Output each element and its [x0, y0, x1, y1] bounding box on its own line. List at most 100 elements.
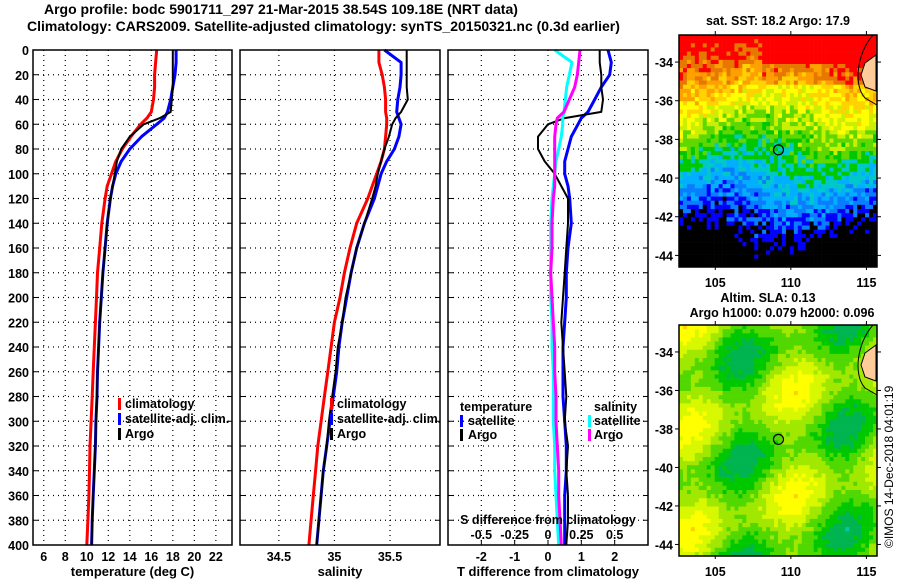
map-cell [762, 428, 767, 433]
map-cell [774, 192, 779, 197]
map-cell [793, 415, 799, 421]
map-cell [742, 254, 747, 260]
map-cell [754, 225, 759, 231]
map-cell [778, 43, 783, 48]
map-cell [781, 35, 787, 40]
map-cell [738, 329, 743, 334]
map-cell [801, 101, 807, 106]
map-cell [857, 465, 862, 470]
map-cell [686, 333, 692, 338]
map-cell [829, 349, 834, 355]
map-cell [679, 97, 684, 102]
map-cell [766, 358, 771, 363]
map-cell [710, 180, 715, 185]
map-cell [762, 250, 767, 255]
map-cell [742, 382, 747, 388]
map-cell [682, 262, 688, 268]
map-cell [821, 349, 826, 355]
map-cell [726, 419, 731, 425]
map-cell [789, 374, 795, 379]
map-cell [873, 411, 878, 417]
legend-swatch [330, 398, 333, 410]
map-cell [778, 440, 783, 445]
map-cell [734, 419, 739, 425]
map-cell [849, 155, 854, 160]
map-cell [853, 366, 858, 371]
map-cell [813, 204, 818, 210]
map-cell [805, 84, 810, 90]
map-cell [829, 88, 834, 94]
map-cell [781, 419, 787, 425]
map-cell [679, 374, 684, 379]
map-cell [710, 146, 715, 152]
map-cell [825, 113, 830, 119]
map-cell [730, 395, 735, 400]
map-cell [829, 233, 834, 239]
map-cell [726, 209, 731, 214]
map-cell [861, 457, 866, 462]
map-cell [762, 221, 767, 226]
map-cell [714, 337, 719, 342]
map-cell [750, 250, 755, 255]
map-cell [694, 370, 700, 375]
map-cell [734, 225, 739, 231]
map-cell [821, 72, 826, 77]
map-cell [730, 461, 735, 466]
map-cell [710, 192, 715, 197]
map-cell [742, 209, 747, 214]
map-cell [825, 382, 830, 388]
map-cell [869, 126, 874, 131]
map-cell [781, 39, 787, 44]
map-cell [837, 43, 842, 48]
map-cell [853, 419, 858, 425]
map-cell [730, 246, 735, 251]
map-cell [809, 233, 814, 239]
map-cell [845, 47, 850, 52]
map-cell [710, 51, 715, 57]
map-cell [785, 113, 791, 119]
map-cell [837, 167, 842, 173]
map-cell [797, 374, 803, 379]
map-cell [833, 105, 838, 110]
map-cell [789, 209, 795, 214]
map-cell [785, 391, 791, 396]
legend-label: climatology [337, 397, 407, 411]
map-cell [817, 424, 822, 429]
map-cell [726, 217, 731, 222]
map-cell [710, 117, 715, 123]
y-tick-label: 400 [8, 539, 29, 553]
map-cell [833, 55, 838, 61]
map-cell [829, 395, 834, 400]
map-cell [766, 469, 771, 474]
map-cell [805, 246, 810, 251]
map-cell [873, 432, 878, 437]
y-tick-label: 320 [8, 440, 29, 454]
map-cell [774, 391, 779, 396]
map-cell [746, 419, 751, 425]
map-cell [837, 452, 842, 458]
map-cell [829, 109, 834, 115]
map-cell [789, 88, 795, 94]
map-cell [742, 146, 747, 152]
map-cell [821, 358, 826, 363]
map-cell [797, 51, 803, 57]
map-cell [750, 362, 755, 367]
map-cell [682, 382, 688, 388]
map-cell [833, 200, 838, 206]
map-cell [829, 159, 834, 164]
map-cell [746, 159, 751, 164]
map-cell [837, 428, 842, 433]
map-cell [829, 142, 834, 148]
map-cell [825, 229, 830, 235]
map-cell [778, 180, 783, 185]
map-cell [778, 217, 783, 222]
map-cell [698, 242, 704, 247]
map-cell [714, 378, 719, 384]
map-cell [857, 370, 862, 375]
map-cell [853, 175, 858, 181]
map-cell [774, 126, 779, 131]
map-cell [861, 196, 866, 202]
map-cell [853, 84, 858, 90]
map-cell [698, 477, 704, 483]
map-cell [726, 473, 731, 478]
